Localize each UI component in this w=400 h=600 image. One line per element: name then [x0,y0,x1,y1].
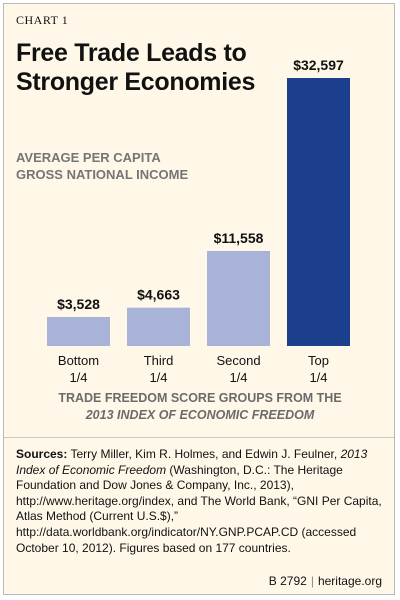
bar-value-label-2: $11,558 [214,230,264,246]
chart-title: Free Trade Leads to Stronger Economies [16,39,255,97]
y-axis-caption-line-2: GROSS NATIONAL INCOME [16,167,189,182]
chart-number-label: CHART 1 [16,13,69,27]
category-label-0-1: 1/4 [69,370,87,385]
footer-separator: | [310,574,314,588]
site-link[interactable]: heritage.org [317,574,382,588]
sources-note: Sources: Terry Miller, Kim R. Holmes, an… [16,447,384,556]
bar-2 [207,250,270,346]
chart-title-line-2: Stronger Economies [16,68,256,96]
bar-chart: $3,528 Bottom 1/4 $4,663 Third 1/4 $11,558 Seco… [47,57,350,385]
sources-text-1: Terry Miller, Kim R. Holmes, and Edwin J… [67,447,341,461]
x-axis-caption-line-1: TRADE FREEDOM SCORE GROUPS FROM THE [58,391,342,405]
sources-lead: Sources: [16,447,68,461]
bar-0 [47,316,110,346]
bar-value-label-1: $4,663 [137,287,180,303]
category-label-1-0: Third [144,353,174,368]
x-axis-caption-line-2: 2013 INDEX OF ECONOMIC FREEDOM [85,408,315,422]
chart-card: CHART 1 Free Trade Leads to Stronger Eco… [3,3,395,595]
sources-text-2: (Washington, D.C.: The Heritage Foundati… [16,462,382,555]
category-label-2-0: Second [216,353,260,368]
bar-value-label-3: $32,597 [293,57,344,73]
y-axis-caption: AVERAGE PER CAPITA GROSS NATIONAL INCOME [16,149,188,183]
sources-italic-title: 2013 Index of Economic Freedom [16,447,368,477]
bar-1 [127,307,190,346]
bar-value-label-0: $3,528 [57,296,100,312]
category-label-2-1: 1/4 [229,370,247,385]
chart-title-line-1: Free Trade Leads to [16,39,247,67]
bar-3 [287,78,350,346]
category-label-3-0: Top [308,353,329,368]
category-label-3-1: 1/4 [309,370,327,385]
x-axis-caption: TRADE FREEDOM SCORE GROUPS FROM THE 2013… [4,390,396,424]
category-label-1-1: 1/4 [149,370,167,385]
report-code: B 2792 [268,574,307,588]
y-axis-caption-line-1: AVERAGE PER CAPITA [16,150,161,165]
footer: B 2792 | heritage.org [269,574,382,588]
category-label-0-0: Bottom [58,353,99,368]
divider [4,437,394,438]
